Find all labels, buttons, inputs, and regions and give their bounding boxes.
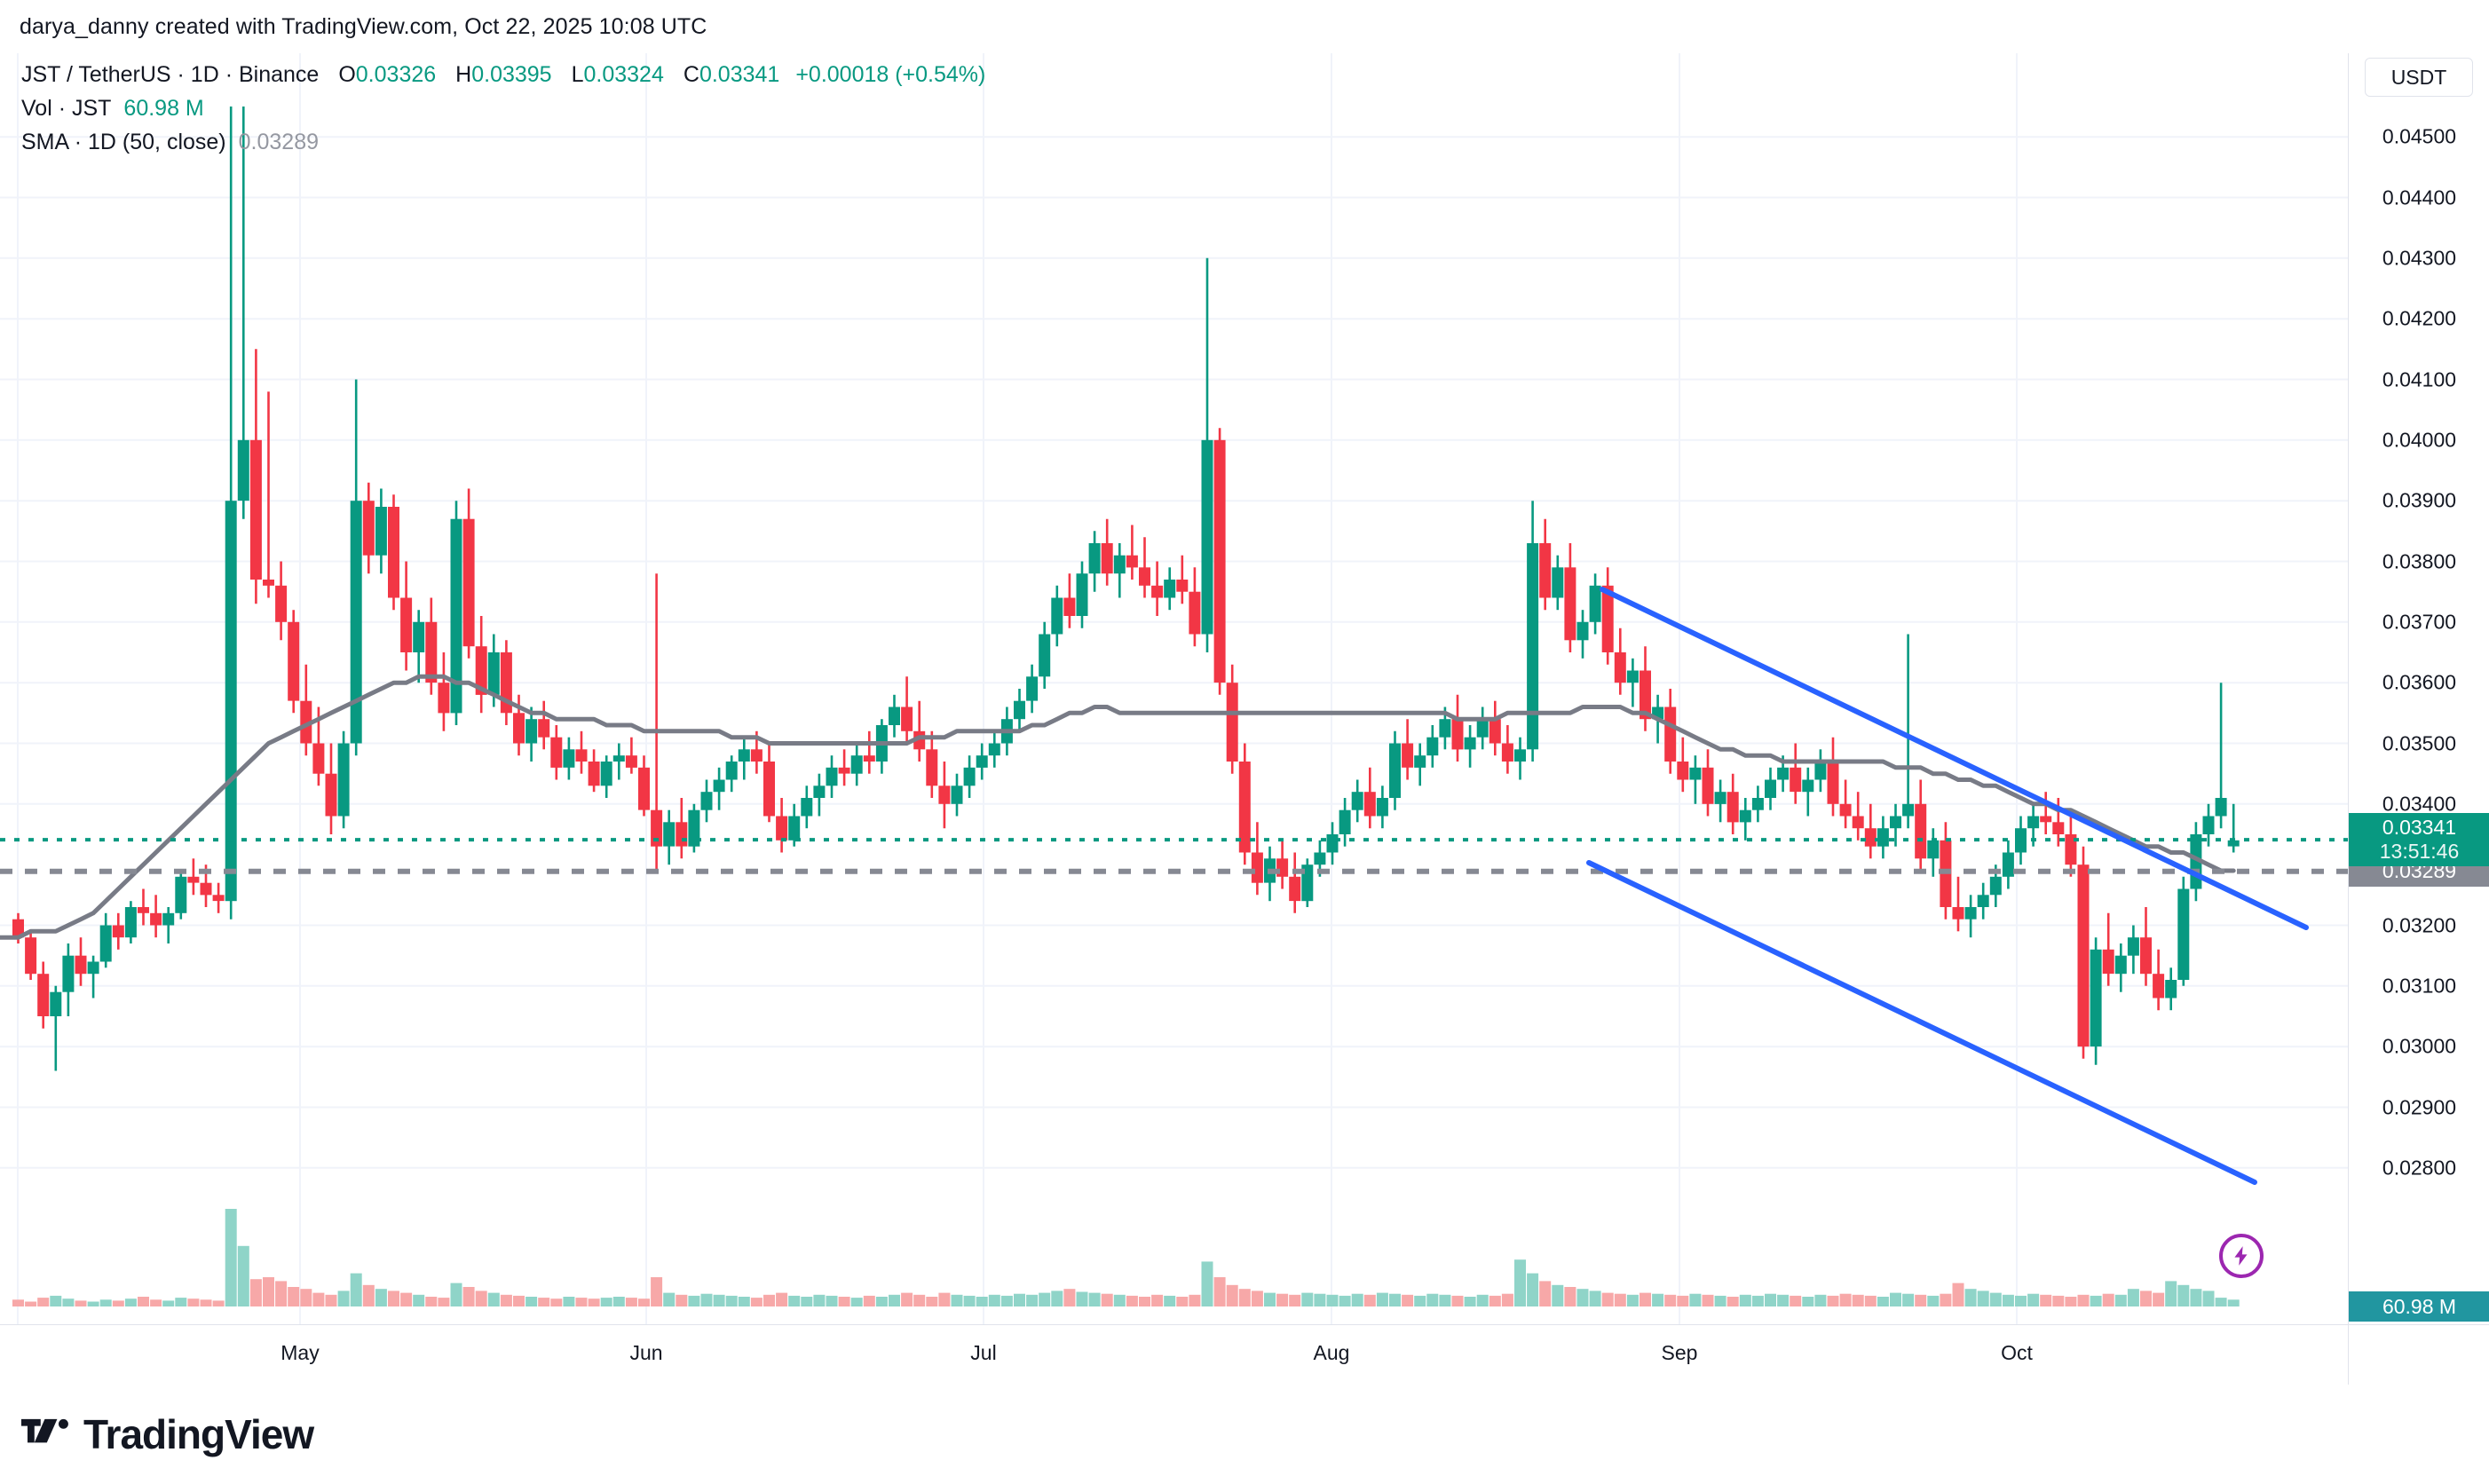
chart-frame: JST / TetherUS · 1D · Binance O0.03326 H… [0, 53, 2489, 1385]
chart-plot-area[interactable]: JST / TetherUS · 1D · Binance O0.03326 H… [0, 53, 2348, 1324]
current-price-badge[interactable]: 0.03341 13:51:46 [2349, 813, 2489, 867]
scale-corner [2348, 1324, 2489, 1385]
footer-bar: TradingView [0, 1385, 2489, 1484]
attribution-bar: darya_danny created with TradingView.com… [0, 0, 2489, 53]
price-scale[interactable]: USDT 0.04500 0.04400 0.04300 0.04200 0.04100… [2348, 53, 2489, 1324]
chart-overlays [0, 587, 2348, 1185]
volume-badge-value: 60.98 M [2382, 1294, 2457, 1318]
price-tick: 0.04300 [2382, 246, 2457, 270]
price-tick: 0.04000 [2382, 428, 2457, 452]
price-tick: 0.03100 [2382, 974, 2457, 998]
time-scale[interactable]: May Jun Jul Aug Sep Oct [0, 1324, 2348, 1385]
time-tick: Jul [970, 1341, 997, 1364]
price-tick: 0.03900 [2382, 488, 2457, 512]
volume-badge[interactable]: 60.98 M [2349, 1291, 2489, 1322]
lightning-bolt-icon[interactable] [2219, 1234, 2264, 1278]
price-tick: 0.02900 [2382, 1095, 2457, 1118]
tradingview-logo-icon[interactable]: TradingView [21, 1410, 314, 1458]
current-price-value: 0.03341 [2382, 816, 2457, 840]
chart-gridlines [0, 53, 2348, 1324]
price-tick: 0.03400 [2382, 792, 2457, 816]
time-tick: Sep [1661, 1341, 1698, 1364]
currency-label: USDT [2390, 65, 2447, 89]
price-tick: 0.04400 [2382, 186, 2457, 209]
tradingview-wordmark: TradingView [83, 1411, 314, 1457]
price-tick: 0.04200 [2382, 306, 2457, 330]
price-tick: 0.03000 [2382, 1034, 2457, 1058]
price-tick: 0.02800 [2382, 1156, 2457, 1180]
time-tick: Jun [629, 1341, 663, 1364]
price-tick: 0.03500 [2382, 731, 2457, 754]
price-tick: 0.03700 [2382, 610, 2457, 634]
time-tick: May [281, 1341, 320, 1364]
price-tick: 0.03600 [2382, 670, 2457, 694]
price-tick: 0.04500 [2382, 124, 2457, 148]
time-tick: Oct [2001, 1341, 2033, 1364]
attribution-text: darya_danny created with TradingView.com… [20, 13, 707, 39]
currency-badge[interactable]: USDT [2365, 58, 2473, 97]
candle-countdown: 13:51:46 [2379, 840, 2460, 864]
price-tick: 0.03200 [2382, 913, 2457, 936]
chart-series [0, 107, 2240, 1306]
time-tick: Aug [1313, 1341, 1350, 1364]
price-tick: 0.04100 [2382, 367, 2457, 391]
price-tick: 0.03800 [2382, 549, 2457, 572]
